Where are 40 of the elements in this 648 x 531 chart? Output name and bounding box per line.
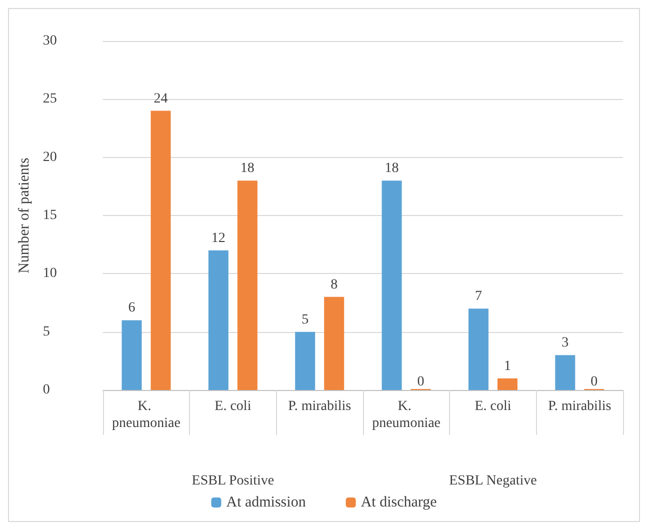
bar (295, 332, 316, 390)
data-label: 5 (302, 312, 309, 328)
y-axis-title: Number of patients (16, 157, 32, 274)
bar (208, 250, 228, 390)
text: ESBL Positive (192, 474, 274, 488)
y-tick-label: 10 (42, 266, 57, 282)
data-label: 0 (590, 374, 598, 390)
x-tick-label: E. coli (214, 399, 252, 414)
data-label: 6 (128, 300, 136, 316)
bar (555, 355, 576, 390)
data-label: 24 (154, 91, 168, 106)
y-tick-label: 30 (42, 34, 57, 48)
y-tick-label: 20 (42, 150, 57, 165)
x-tick-label: P. mirabilis (288, 399, 352, 414)
x-tick-label: P. mirabilis (548, 399, 612, 414)
x-tick-label: K. pneumoniae (112, 399, 180, 431)
text: ESBL Negative (449, 474, 537, 488)
data-label: 8 (330, 277, 338, 292)
data-label: 18 (384, 161, 399, 176)
bar (150, 110, 171, 390)
y-tick-label: 25 (42, 92, 57, 107)
bar (468, 308, 488, 390)
bar (324, 296, 344, 390)
x-tick-label: K. pneumoniae (372, 399, 441, 431)
data-label: 1 (504, 358, 511, 374)
data-label: 12 (211, 230, 226, 246)
x-tick-label: E. coli (474, 399, 512, 414)
bar (237, 180, 258, 390)
data-label: 7 (474, 289, 482, 304)
legend-label: At admission (226, 494, 306, 510)
y-tick-label: 0 (42, 382, 50, 398)
data-label: 18 (240, 161, 254, 176)
bar (122, 320, 142, 390)
data-label: 3 (562, 336, 569, 351)
y-tick-label: 5 (42, 324, 50, 340)
y-tick-label: 15 (42, 208, 57, 223)
bar (382, 180, 402, 390)
data-label: 0 (417, 374, 424, 390)
bar (497, 378, 518, 390)
legend-label: At discharge (360, 494, 438, 510)
